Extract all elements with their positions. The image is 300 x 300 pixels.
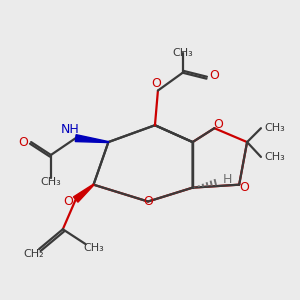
Text: O: O bbox=[209, 69, 219, 82]
Text: O: O bbox=[213, 118, 223, 131]
Text: NH: NH bbox=[60, 123, 79, 136]
Text: CH₃: CH₃ bbox=[172, 48, 193, 58]
Polygon shape bbox=[75, 135, 108, 142]
Text: CH₃: CH₃ bbox=[83, 243, 104, 253]
Text: O: O bbox=[143, 195, 153, 208]
Text: O: O bbox=[239, 181, 249, 194]
Polygon shape bbox=[74, 184, 94, 202]
Text: CH₃: CH₃ bbox=[265, 123, 285, 133]
Text: O: O bbox=[63, 195, 73, 208]
Text: CH₂: CH₂ bbox=[24, 249, 44, 259]
Text: H: H bbox=[223, 173, 232, 186]
Text: CH₃: CH₃ bbox=[40, 177, 61, 187]
Text: O: O bbox=[151, 77, 161, 90]
Text: O: O bbox=[18, 136, 28, 148]
Text: CH₃: CH₃ bbox=[265, 152, 285, 162]
